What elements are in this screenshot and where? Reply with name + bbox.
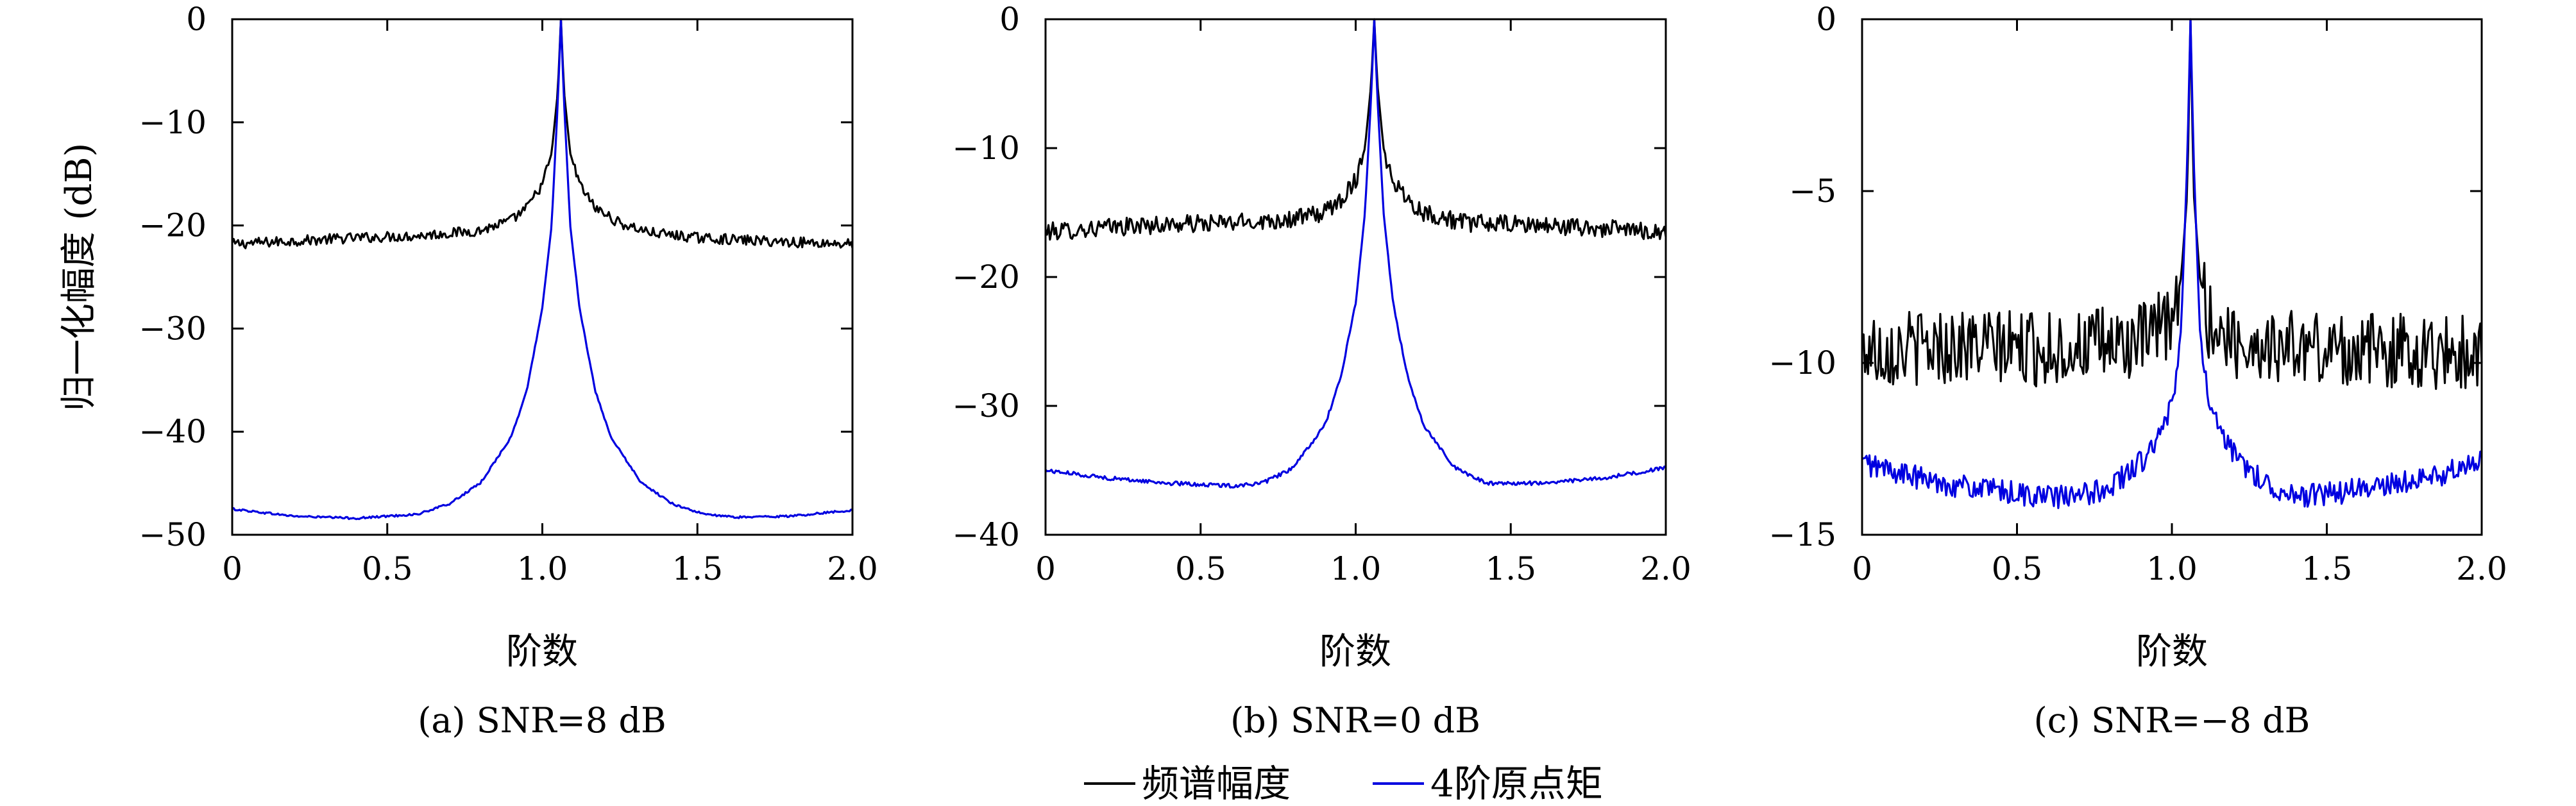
panel-c-series-moment xyxy=(1861,18,2482,509)
panel-a-series-spectrum xyxy=(231,18,854,249)
panel-b-ytick-label: −40 xyxy=(952,516,1020,553)
panel-b-ticks: 0 0.5 1.0 1.5 2.0 0 −10 −20 −30 −40 xyxy=(952,1,1691,587)
panel-b-plot-frame xyxy=(1044,18,1667,536)
panel-b-xtick-label: 1.5 xyxy=(1485,550,1536,587)
panel-a-xlabel: 阶数 xyxy=(506,631,578,673)
panel-b-ytick-label: −20 xyxy=(952,258,1020,296)
panel-c-series xyxy=(1861,18,2483,509)
panel-b-xtick-label: 0 xyxy=(1035,550,1056,587)
panel-b-xlabel: 阶数 xyxy=(1319,631,1391,673)
panel-a-ytick-label: −20 xyxy=(139,207,207,244)
legend-label-spectrum: 频谱幅度 xyxy=(1142,762,1291,805)
panel-a-ytick-label: −40 xyxy=(139,413,207,450)
panel-c: 0 0.5 1.0 1.5 2.0 0 −5 −10 −15 阶数 (c) SNR=−8 dB xyxy=(1768,1,2507,741)
panel-c-plot-frame xyxy=(1861,18,2483,536)
panel-a-ytick-label: −50 xyxy=(139,516,207,553)
panel-c-ytick-label: −10 xyxy=(1768,344,1836,382)
panel-a-xtick-label: 2.0 xyxy=(827,550,878,587)
panel-c-ticks: 0 0.5 1.0 1.5 2.0 0 −5 −10 −15 xyxy=(1768,1,2507,587)
panel-a-ytick-label: −10 xyxy=(139,104,207,141)
panel-a-series xyxy=(231,18,854,521)
panel-b-xtick-label: 0.5 xyxy=(1175,550,1226,587)
panel-a-xtick-label: 1.0 xyxy=(517,550,568,587)
panel-c-xtick-label: 0.5 xyxy=(1992,550,2043,587)
panel-c-xtick-label: 1.5 xyxy=(2301,550,2353,587)
panel-c-caption: (c) SNR=−8 dB xyxy=(2034,700,2310,741)
panel-a-series-moment xyxy=(232,18,853,521)
panel-a-caption: (a) SNR=8 dB xyxy=(418,700,666,741)
panel-b-xtick-label: 1.0 xyxy=(1330,550,1382,587)
panel-b-series xyxy=(1044,18,1667,489)
panel-c-xlabel: 阶数 xyxy=(2136,631,2208,673)
panel-c-xtick-label: 1.0 xyxy=(2146,550,2198,587)
panel-b-ytick-label: 0 xyxy=(999,1,1020,38)
panel-a-xtick-label: 1.5 xyxy=(672,550,723,587)
legend-label-moment: 4阶原点矩 xyxy=(1430,762,1603,805)
panel-c-ytick-label: 0 xyxy=(1816,1,1836,38)
panel-a-xtick-label: 0.5 xyxy=(362,550,413,587)
panel-b-series-spectrum xyxy=(1044,18,1667,241)
panel-c-xtick-label: 2.0 xyxy=(2456,550,2507,587)
panel-b: 0 0.5 1.0 1.5 2.0 0 −10 −20 −30 −40 阶数 (b) SNR=0 … xyxy=(952,1,1691,741)
panel-c-xtick-label: 0 xyxy=(1852,550,1872,587)
panel-a-ticks: 0 0.5 1.0 1.5 2.0 0 −10 −20 −30 −40 −50 xyxy=(139,1,877,587)
panel-a-ytick-label: −30 xyxy=(139,310,207,347)
panel-b-caption: (b) SNR=0 dB xyxy=(1230,700,1480,741)
panel-a-ytick-label: 0 xyxy=(186,1,207,38)
panel-a-ylabel: 归一化幅度 (dB) xyxy=(58,143,100,412)
panel-b-xtick-label: 2.0 xyxy=(1640,550,1691,587)
panel-b-series-moment xyxy=(1044,18,1666,489)
legend: 频谱幅度 4阶原点矩 xyxy=(1084,762,1603,805)
panel-c-ytick-label: −5 xyxy=(1789,172,1836,210)
panel-b-ytick-label: −10 xyxy=(952,130,1020,167)
panel-c-ytick-label: −15 xyxy=(1768,516,1836,553)
panel-a: 0 0.5 1.0 1.5 2.0 0 −10 −20 −30 −40 −50 归一化幅度 (dB)… xyxy=(58,1,878,741)
panel-b-ytick-label: −30 xyxy=(952,387,1020,424)
panel-a-xtick-label: 0 xyxy=(222,550,242,587)
panel-c-series-spectrum xyxy=(1861,18,2483,390)
panel-a-plot-frame xyxy=(231,18,854,536)
